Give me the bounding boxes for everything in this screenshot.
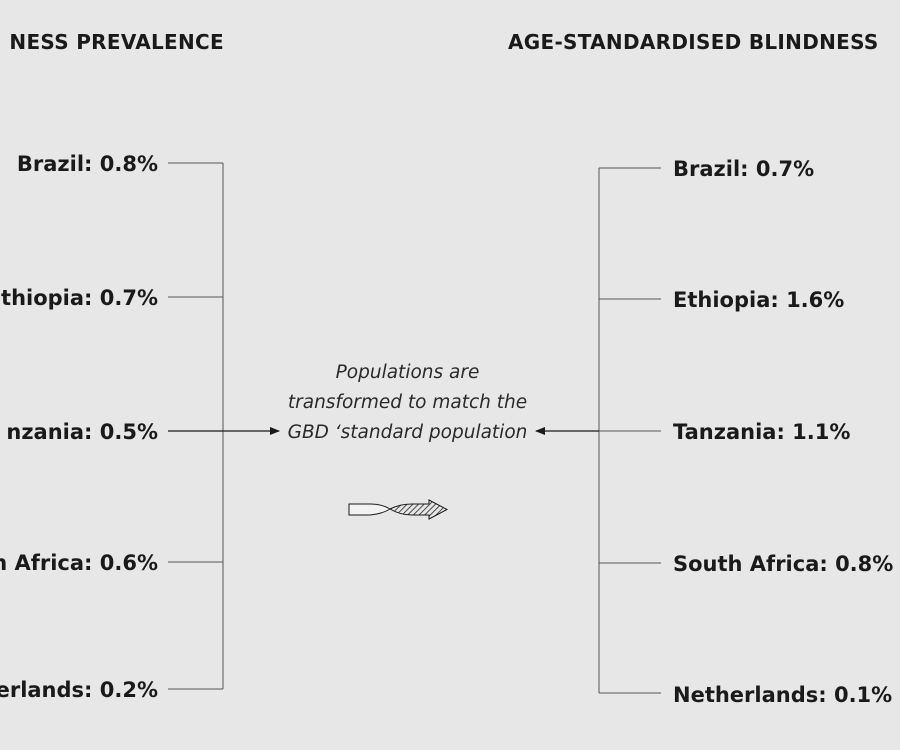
right-bracket [598, 167, 661, 694]
hatched-arrow-icon [348, 499, 449, 520]
left-label-ethiopia: thiopia: 0.7% [1, 286, 158, 310]
left-label-south-africa: n Africa: 0.6% [0, 551, 158, 575]
right-label-netherlands: Netherlands: 0.1% [673, 683, 893, 707]
left-label-brazil: Brazil: 0.8% [16, 152, 158, 176]
transformation-note: Populations are transformed to match the… [287, 362, 528, 443]
right-label-brazil: Brazil: 0.7% [673, 157, 815, 181]
left-bracket [168, 162, 224, 690]
right-label-ethiopia: Ethiopia: 1.6% [673, 288, 845, 312]
right-heading: AGE-STANDARDISED BLINDNESS [508, 30, 879, 54]
right-label-south-africa: South Africa: 0.8% [673, 552, 894, 576]
left-label-tanzania: nzania: 0.5% [6, 420, 158, 444]
left-label-netherlands: herlands: 0.2% [0, 678, 158, 702]
left-heading: NESS PREVALENCE [9, 30, 224, 54]
right-label-tanzania: Tanzania: 1.1% [673, 420, 851, 444]
